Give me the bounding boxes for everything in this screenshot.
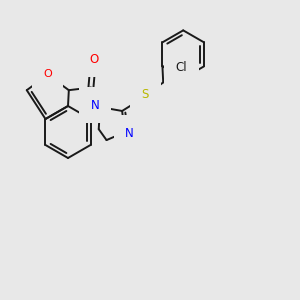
Text: N: N — [125, 127, 134, 140]
Text: O: O — [44, 69, 52, 79]
Text: S: S — [141, 88, 149, 101]
Text: Cl: Cl — [176, 61, 187, 74]
Text: O: O — [89, 53, 99, 66]
Text: N: N — [91, 99, 99, 112]
